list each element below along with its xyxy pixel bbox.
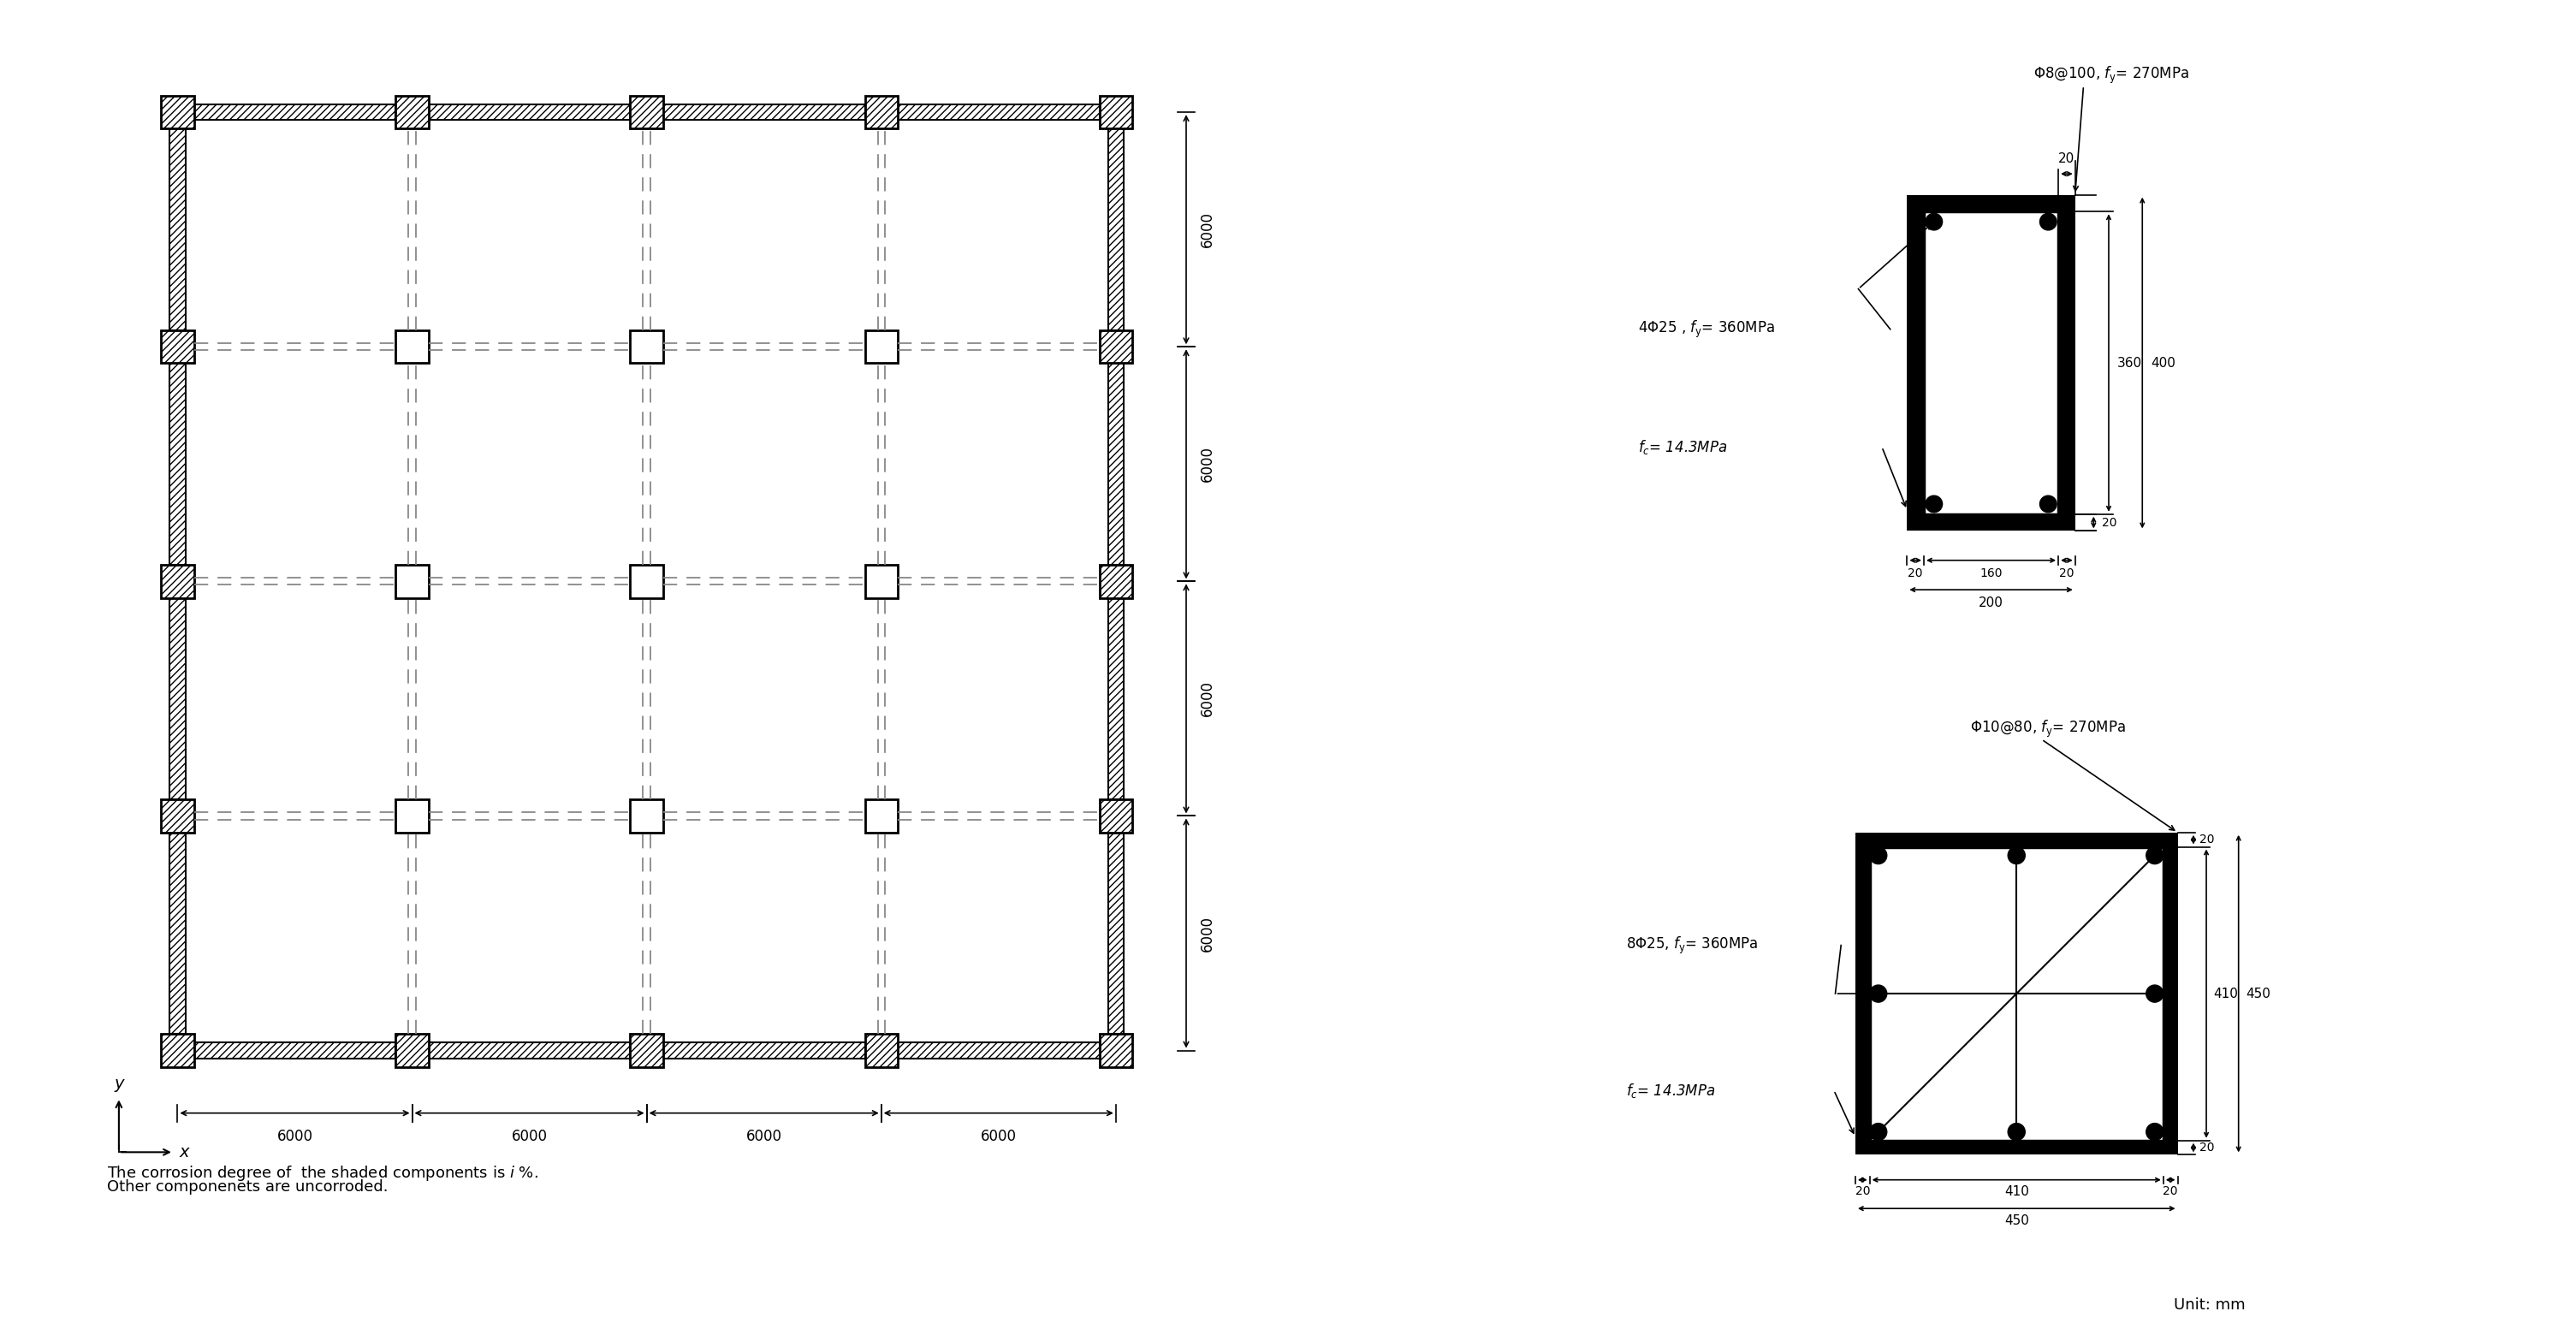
Bar [162,330,193,363]
Text: x: x [180,1144,188,1160]
Text: 400: 400 [2151,357,2177,369]
Bar [170,833,185,1034]
Text: 450: 450 [2246,987,2269,1000]
Text: $\Phi$8@100, $f_{\rm y}$= 270MPa: $\Phi$8@100, $f_{\rm y}$= 270MPa [2032,64,2190,86]
Circle shape [2146,986,2164,1002]
Bar [162,1034,193,1067]
Bar [1100,565,1133,598]
Bar [1924,212,2058,514]
Bar [397,565,428,598]
Circle shape [2146,1124,2164,1140]
Text: 6000: 6000 [1200,447,1216,483]
Bar [428,105,631,121]
Text: 6000: 6000 [981,1129,1018,1144]
Bar [631,799,662,833]
Circle shape [2007,1124,2025,1140]
Bar [1855,833,2177,1155]
Text: $f_c$= 14.3MPa: $f_c$= 14.3MPa [1625,1081,1716,1100]
Text: $f_c$= 14.3MPa: $f_c$= 14.3MPa [1638,439,1728,456]
Bar [662,105,866,121]
Text: 410: 410 [2213,987,2239,1000]
Bar [1100,95,1133,129]
Circle shape [1924,213,1942,231]
Text: y: y [113,1075,124,1092]
Text: 20: 20 [2200,834,2215,846]
Text: 6000: 6000 [1200,916,1216,951]
Bar [170,129,185,330]
Circle shape [1924,496,1942,512]
Circle shape [1870,846,1886,864]
Text: 20: 20 [1909,567,1922,579]
Text: 20: 20 [2164,1185,2177,1198]
Bar [631,330,662,363]
Bar [162,565,193,598]
Text: $\Phi$10@80, $f_{\rm y}$= 270MPa: $\Phi$10@80, $f_{\rm y}$= 270MPa [1971,719,2125,739]
Text: 360: 360 [2117,357,2143,369]
Bar [1100,330,1133,363]
Bar [397,330,428,363]
Bar [193,105,397,121]
Bar [866,565,896,598]
Circle shape [1870,1124,1886,1140]
Bar [1924,212,2058,514]
Text: 200: 200 [1978,597,2004,609]
Bar [631,95,662,129]
Bar [866,1034,896,1067]
Bar [1108,598,1123,799]
Text: 8$\Phi$25, $f_{\rm y}$= 360MPa: 8$\Phi$25, $f_{\rm y}$= 360MPa [1625,935,1759,956]
Bar [397,1034,428,1067]
Text: 4$\Phi$25 , $f_{\rm y}$= 360MPa: 4$\Phi$25 , $f_{\rm y}$= 360MPa [1638,319,1775,339]
Text: 6000: 6000 [1200,681,1216,716]
Text: 20: 20 [1855,1185,1870,1198]
Circle shape [1870,986,1886,1002]
Bar [631,1034,662,1067]
Text: 20: 20 [2058,153,2074,165]
Bar [866,95,896,129]
Text: 6000: 6000 [1200,212,1216,248]
Bar [1108,833,1123,1034]
Bar [162,799,193,833]
Circle shape [2146,846,2164,864]
Bar [397,95,428,129]
Bar [1906,194,2076,531]
Text: 410: 410 [2004,1185,2030,1199]
Bar [162,95,193,129]
Bar [1870,846,2164,1140]
Text: 160: 160 [1981,567,2002,579]
Bar [866,799,896,833]
Bar [1108,129,1123,330]
Text: 6000: 6000 [276,1129,312,1144]
Bar [170,363,185,565]
Bar [662,1043,866,1058]
Circle shape [2040,496,2056,512]
Bar [428,1043,631,1058]
Bar [631,565,662,598]
Circle shape [2007,846,2025,864]
Text: The corrosion degree of  the shaded components is $i$ %.: The corrosion degree of the shaded compo… [108,1164,538,1183]
Bar [170,598,185,799]
Bar [1100,1034,1133,1067]
Bar [1100,799,1133,833]
Text: 6000: 6000 [513,1129,546,1144]
Text: 20: 20 [2102,516,2117,528]
Text: 20: 20 [2200,1141,2215,1153]
Bar [866,330,896,363]
Bar [193,1043,397,1058]
Text: 20: 20 [2058,567,2074,579]
Bar [1870,846,2164,1140]
Text: 6000: 6000 [747,1129,783,1144]
Circle shape [2040,213,2056,231]
Bar [896,105,1100,121]
Bar [1108,363,1123,565]
Bar [397,799,428,833]
Text: Other componenets are uncorroded.: Other componenets are uncorroded. [108,1180,389,1195]
Text: Unit: mm: Unit: mm [2174,1297,2246,1313]
Text: 450: 450 [2004,1214,2030,1227]
Bar [896,1043,1100,1058]
